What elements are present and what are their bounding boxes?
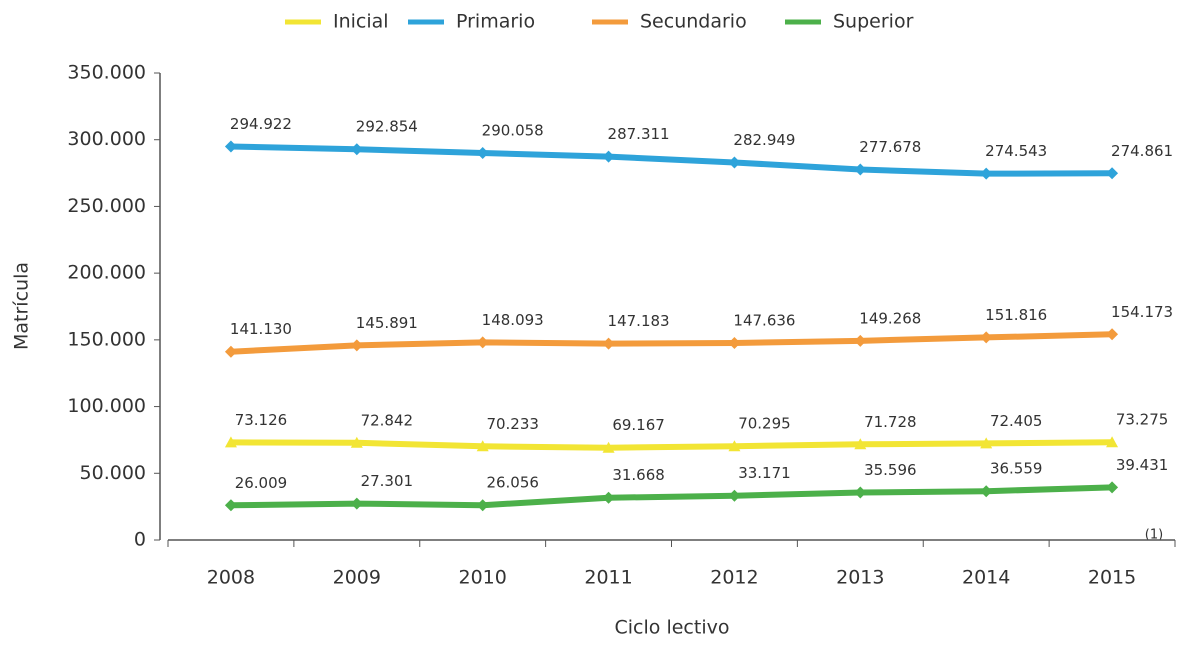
- x-tick-label: 2014: [962, 567, 1010, 589]
- marker: [854, 334, 867, 347]
- marker: [224, 436, 237, 448]
- y-tick-label: 350.000: [67, 62, 146, 84]
- y-tick-label: 50.000: [80, 462, 146, 484]
- series-line: [230, 331, 1113, 355]
- marker: [728, 156, 741, 169]
- marker: [1106, 167, 1119, 180]
- data-label: 290.058: [482, 121, 544, 139]
- legend-label: Inicial: [333, 11, 389, 33]
- x-tick-label: 2013: [836, 567, 884, 589]
- x-tick-label: 2015: [1088, 567, 1136, 589]
- marker: [602, 337, 615, 350]
- data-label: 147.636: [733, 312, 795, 330]
- x-tick-label: 2010: [459, 567, 507, 589]
- data-label: 71.728: [864, 413, 917, 431]
- marker: [602, 150, 615, 163]
- data-label: 27.301: [361, 472, 414, 490]
- data-label: 70.295: [738, 415, 791, 433]
- marker: [476, 440, 489, 452]
- data-label: 26.056: [486, 474, 539, 492]
- data-label: 73.126: [235, 411, 288, 429]
- marker: [854, 438, 867, 450]
- x-tick-label: 2012: [710, 567, 758, 589]
- data-label: 141.130: [230, 320, 292, 338]
- data-label: 147.183: [608, 312, 670, 330]
- legend-label: Secundario: [640, 11, 747, 33]
- data-label: 154.173: [1111, 303, 1173, 321]
- marker: [476, 499, 489, 512]
- data-label: 282.949: [733, 131, 795, 149]
- data-label: 149.268: [859, 309, 921, 327]
- y-tick-label: 100.000: [67, 395, 146, 417]
- marker: [980, 331, 993, 344]
- data-label: 287.311: [608, 125, 670, 143]
- marker: [224, 499, 237, 512]
- x-tick-label: 2009: [333, 567, 381, 589]
- marker: [980, 167, 993, 180]
- data-label: 26.009: [235, 474, 288, 492]
- marker: [980, 485, 993, 498]
- x-axis-label: Ciclo lectivo: [615, 617, 730, 639]
- marker: [728, 489, 741, 502]
- marker: [224, 345, 237, 358]
- y-axis-label: Matrícula: [11, 262, 33, 350]
- marker: [854, 163, 867, 176]
- data-label: 294.922: [230, 115, 292, 133]
- data-label: 33.171: [738, 464, 791, 482]
- marker: [602, 441, 615, 453]
- marker: [602, 491, 615, 504]
- data-label: 36.559: [990, 460, 1043, 478]
- series-line: [230, 439, 1113, 451]
- marker: [728, 337, 741, 350]
- marker: [224, 140, 237, 153]
- marker: [1106, 328, 1119, 341]
- data-label: 277.678: [859, 138, 921, 156]
- data-label: 72.842: [361, 411, 414, 429]
- data-label: 151.816: [985, 306, 1047, 324]
- marker: [1106, 481, 1119, 494]
- data-label: 72.405: [990, 412, 1043, 430]
- x-tick-label: 2011: [584, 567, 632, 589]
- data-label: 39.431: [1116, 456, 1169, 474]
- legend-label: Superior: [833, 11, 914, 33]
- data-label: 35.596: [864, 461, 917, 479]
- data-label: 148.093: [482, 311, 544, 329]
- data-label: 31.668: [612, 466, 665, 484]
- data-label: 292.854: [356, 118, 418, 136]
- y-tick-label: 150.000: [67, 328, 146, 350]
- marker: [350, 339, 363, 352]
- y-tick-label: 0: [134, 529, 146, 551]
- marker: [350, 436, 363, 448]
- data-label: 274.861: [1111, 142, 1173, 160]
- y-tick-label: 300.000: [67, 128, 146, 150]
- marker: [728, 440, 741, 452]
- marker: [350, 143, 363, 156]
- marker: [1106, 436, 1119, 448]
- data-label: 274.543: [985, 142, 1047, 160]
- y-tick-label: 200.000: [67, 262, 146, 284]
- series-line: [230, 484, 1113, 509]
- marker: [854, 486, 867, 499]
- annotation: (1): [1145, 528, 1163, 543]
- marker: [980, 437, 993, 449]
- marker: [476, 336, 489, 349]
- data-label: 70.233: [486, 415, 539, 433]
- data-label: 73.275: [1116, 411, 1169, 429]
- data-label: 145.891: [356, 314, 418, 332]
- marker: [350, 497, 363, 510]
- x-tick-label: 2008: [207, 567, 255, 589]
- legend-label: Primario: [456, 11, 535, 33]
- data-label: 69.167: [612, 416, 665, 434]
- y-tick-label: 250.000: [67, 195, 146, 217]
- marker: [476, 146, 489, 159]
- series-line: [230, 143, 1113, 177]
